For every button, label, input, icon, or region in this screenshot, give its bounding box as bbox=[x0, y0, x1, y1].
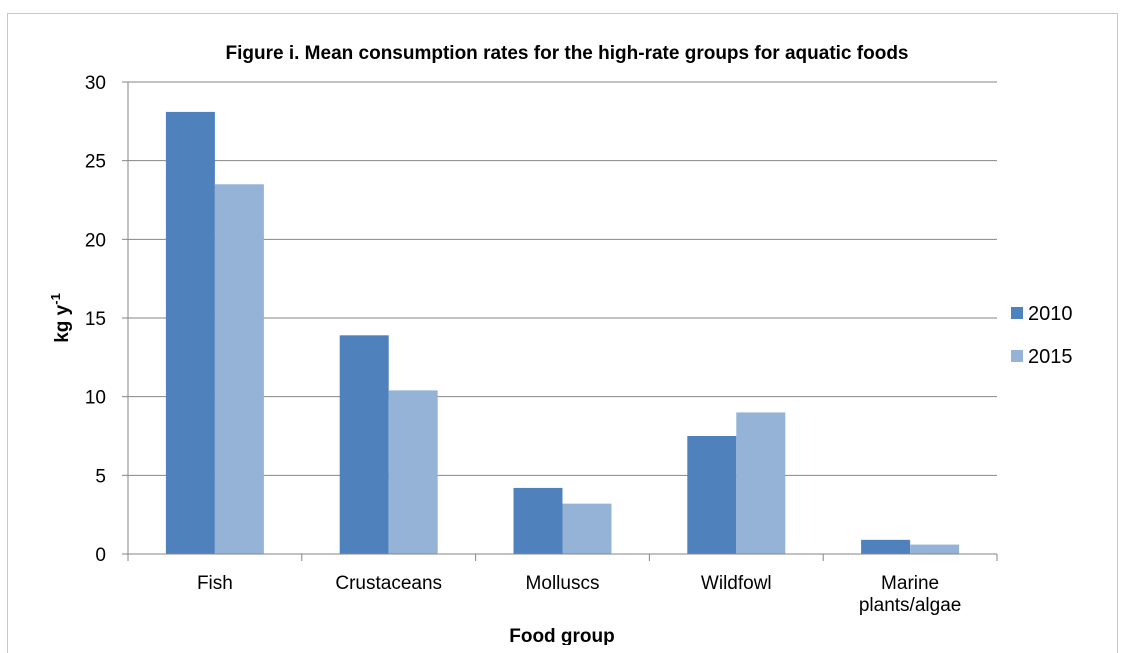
y-axis-title: kg y-1 bbox=[48, 293, 73, 343]
legend: 2010 2015 bbox=[1011, 303, 1073, 368]
chart-title: Figure i. Mean consumption rates for the… bbox=[226, 43, 909, 64]
y-tick-label: 25 bbox=[85, 152, 106, 173]
bar bbox=[687, 436, 737, 554]
y-tick-label: 10 bbox=[85, 388, 106, 409]
legend-label: 2015 bbox=[1028, 346, 1073, 368]
bar bbox=[339, 335, 389, 554]
bar bbox=[214, 184, 264, 554]
x-tick-label: Fish bbox=[197, 573, 233, 594]
legend-swatch bbox=[1011, 350, 1023, 362]
gridlines bbox=[128, 81, 997, 476]
y-tick-label: 30 bbox=[85, 73, 106, 94]
y-tick-label: 20 bbox=[85, 230, 106, 251]
y-tick-labels: 0 5 10 15 20 25 30 bbox=[85, 73, 106, 566]
bar bbox=[513, 487, 563, 554]
x-tick-label: Wildfowl bbox=[701, 573, 772, 594]
bars bbox=[165, 111, 960, 554]
legend-label: 2010 bbox=[1028, 303, 1073, 325]
x-tick-label: Marine plants/algae bbox=[859, 573, 961, 616]
x-axis-title: Food group bbox=[509, 626, 615, 645]
x-tick-labels: Fish Crustaceans Molluscs Wildfowl Marine pla… bbox=[197, 573, 961, 616]
bar bbox=[562, 503, 612, 554]
x-tick-label: Molluscs bbox=[526, 573, 600, 594]
bar bbox=[165, 111, 215, 554]
axes bbox=[122, 81, 998, 561]
bar bbox=[910, 544, 960, 554]
y-tick-label: 15 bbox=[85, 309, 106, 330]
bar bbox=[736, 412, 786, 554]
bar bbox=[861, 539, 911, 554]
y-tick-label: 0 bbox=[95, 545, 106, 566]
bar bbox=[388, 390, 438, 554]
y-tick-label: 5 bbox=[95, 466, 106, 487]
chart-frame bbox=[7, 13, 1118, 653]
legend-swatch bbox=[1011, 307, 1023, 319]
x-tick-label: Crustaceans bbox=[335, 573, 442, 594]
